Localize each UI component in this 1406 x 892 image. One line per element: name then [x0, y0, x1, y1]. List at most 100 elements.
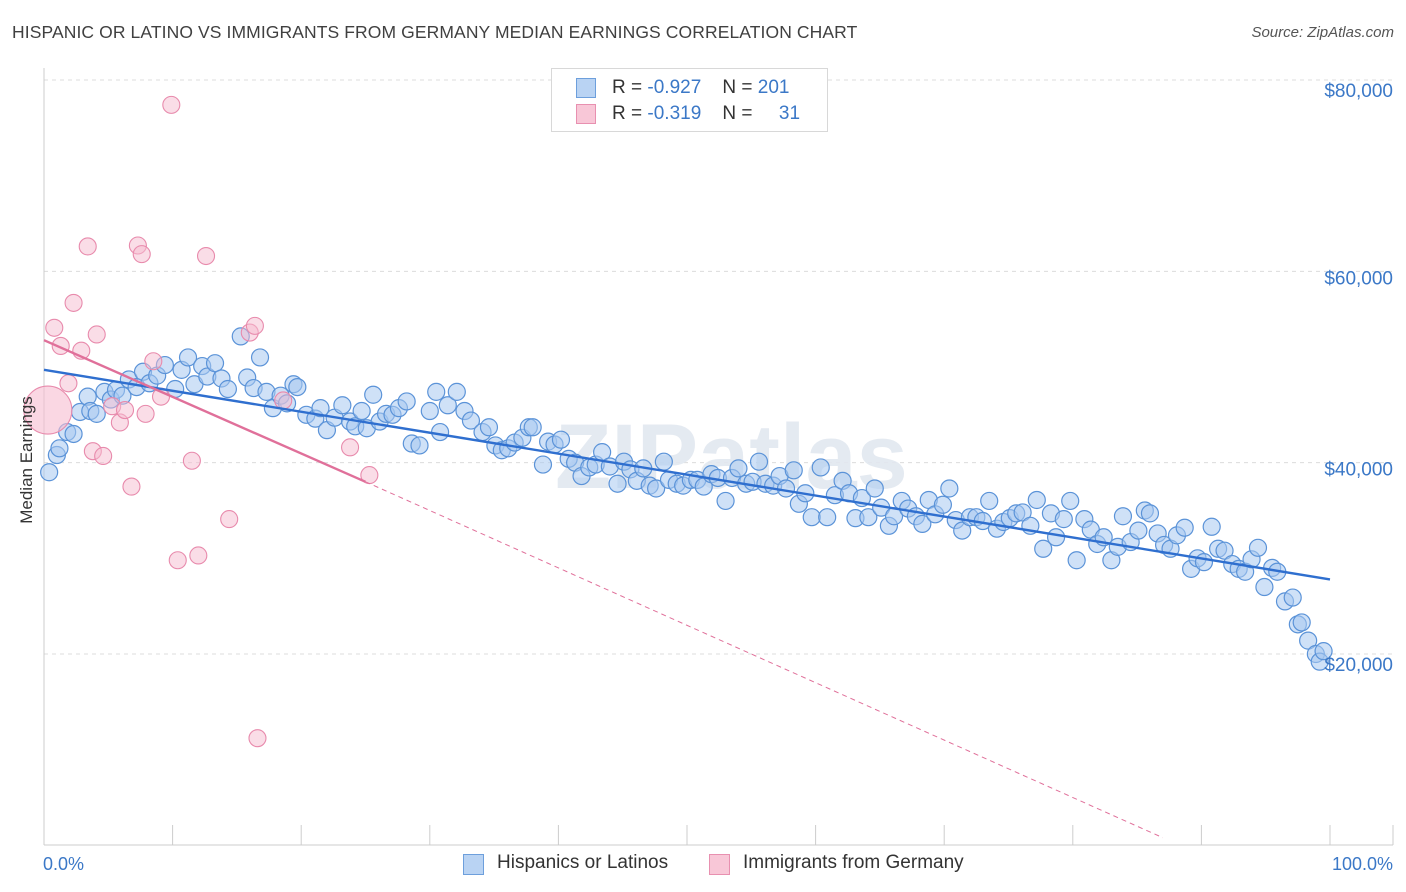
trend-line-germany-extended	[365, 481, 1164, 839]
point-hispanic	[218, 379, 237, 399]
point-germany	[196, 246, 216, 266]
r-value: -0.319	[647, 103, 702, 124]
point-hispanic	[953, 521, 972, 540]
point-germany	[168, 551, 187, 570]
y-tick-label: $60,000	[1324, 268, 1393, 289]
point-hispanic	[1248, 538, 1268, 557]
point-hispanic	[865, 479, 884, 498]
point-hispanic	[288, 377, 307, 397]
point-germany	[45, 318, 64, 337]
point-hispanic	[1034, 539, 1053, 558]
r-label: R =	[612, 77, 643, 98]
legend-label-hispanics: Hispanics or Latinos	[497, 852, 669, 873]
point-hispanic	[1140, 504, 1160, 523]
point-hispanic	[1292, 613, 1311, 632]
point-hispanic	[447, 382, 466, 401]
point-germany	[341, 438, 360, 457]
y-tick-label: $80,000	[1324, 81, 1393, 102]
point-hispanic	[1283, 588, 1302, 607]
point-hispanic	[1202, 517, 1221, 536]
y-tick-label: $20,000	[1324, 655, 1393, 676]
point-hispanic	[533, 455, 553, 474]
n-value: 201	[757, 77, 790, 98]
chart-title: HISPANIC OR LATINO VS IMMIGRANTS FROM GE…	[12, 22, 858, 42]
point-germany	[162, 95, 181, 114]
point-hispanic	[729, 459, 748, 478]
x-tick-label-min: 0.0%	[43, 854, 84, 874]
point-hispanic	[205, 354, 225, 373]
legend-swatch-pink	[576, 104, 596, 124]
legend-label-germany: Immigrants from Germany	[743, 852, 964, 873]
point-hispanic	[1194, 553, 1214, 572]
point-hispanic	[420, 401, 439, 421]
point-hispanic	[50, 439, 69, 458]
point-hispanic	[1215, 541, 1234, 560]
point-hispanic	[784, 461, 803, 480]
point-hispanic	[1046, 528, 1066, 547]
point-hispanic	[397, 392, 416, 411]
point-hispanic	[87, 404, 106, 423]
point-hispanic	[178, 348, 198, 367]
point-germany	[274, 391, 293, 410]
point-hispanic	[430, 422, 450, 442]
point-hispanic	[654, 452, 673, 471]
series-germany-points	[23, 95, 379, 748]
n-label: N =	[722, 103, 753, 124]
point-germany	[122, 477, 141, 496]
point-hispanic	[1299, 631, 1318, 650]
point-hispanic	[859, 508, 878, 527]
point-hispanic	[551, 430, 571, 449]
legend-stats-hispanics: R = -0.927 N = 201	[612, 77, 789, 99]
point-hispanic	[1255, 577, 1274, 597]
point-hispanic	[311, 399, 330, 418]
trend-lines	[43, 339, 1331, 839]
point-hispanic	[1061, 491, 1080, 511]
point-hispanic	[64, 424, 83, 444]
point-hispanic	[250, 348, 270, 367]
legend-swatch-blue	[463, 854, 484, 875]
point-hispanic	[913, 514, 932, 533]
point-hispanic	[523, 418, 542, 437]
point-germany	[115, 400, 135, 420]
legend-stats-germany: R = -0.319 N = 31	[612, 103, 800, 125]
r-value: -0.927	[647, 77, 702, 98]
point-hispanic	[818, 508, 837, 527]
point-germany	[245, 316, 264, 335]
point-hispanic	[933, 495, 953, 514]
y-tick-label: $40,000	[1324, 460, 1393, 481]
point-germany	[59, 374, 78, 393]
point-hispanic	[40, 463, 59, 482]
point-hispanic	[802, 508, 821, 527]
n-label: N =	[722, 77, 753, 98]
point-germany	[78, 237, 97, 256]
point-hispanic	[980, 491, 999, 511]
trend-line-hispanics	[43, 368, 1331, 581]
point-hispanic	[811, 458, 830, 477]
point-hispanic	[438, 396, 457, 415]
point-hispanic	[1314, 642, 1333, 661]
point-hispanic	[776, 479, 796, 498]
point-hispanic	[608, 474, 627, 493]
legend-swatch-blue	[576, 78, 596, 98]
x-tick-label-max: 100.0%	[1332, 854, 1393, 874]
axes	[43, 68, 1394, 846]
point-germany	[136, 404, 155, 423]
r-label: R =	[612, 103, 643, 124]
point-hispanic	[1013, 503, 1032, 522]
n-value: 31	[778, 103, 801, 124]
point-hispanic	[1067, 551, 1086, 570]
point-germany	[94, 446, 113, 466]
point-germany	[220, 510, 239, 529]
y-axis-title: Median Earnings	[17, 396, 36, 524]
source-credit: Source: ZipAtlas.com	[1251, 24, 1394, 41]
point-germany	[23, 385, 73, 435]
point-hispanic	[1113, 507, 1133, 526]
correlation-legend: R = -0.927 N = 201 R = -0.319 N = 31	[551, 68, 828, 132]
point-germany	[189, 546, 208, 565]
point-hispanic	[427, 382, 446, 401]
point-germany	[248, 729, 267, 748]
point-hispanic	[716, 491, 735, 511]
point-hispanic	[410, 436, 429, 455]
trend-line-germany	[43, 339, 366, 483]
